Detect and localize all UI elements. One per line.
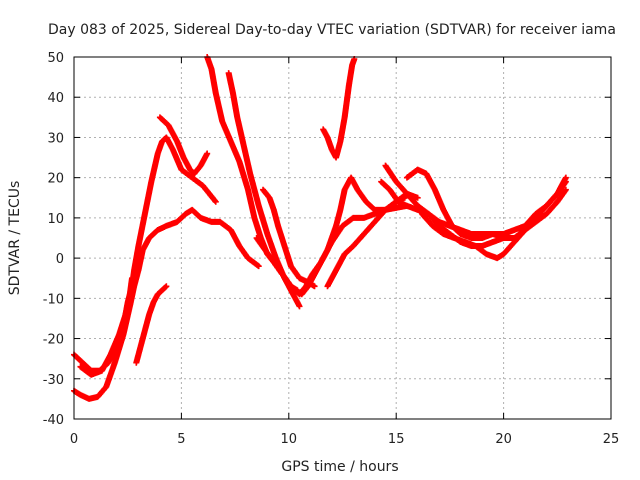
series-arc-i: [260, 186, 318, 290]
data-point: [401, 194, 408, 201]
y-tick-label: 10: [47, 212, 64, 227]
y-tick-label: 50: [47, 51, 64, 66]
y-tick-label: -30: [43, 373, 64, 388]
x-axis-label: GPS time / hours: [281, 459, 398, 475]
series-arc-d: [133, 283, 170, 366]
data-point: [562, 186, 569, 193]
data-point: [128, 275, 135, 282]
series-arc-k: [320, 56, 358, 161]
data-point: [163, 283, 170, 290]
data-point: [212, 198, 219, 205]
y-tick-label: -10: [43, 292, 64, 307]
axis-ticks: 0 5 10 15 20 25 -40 -30 -20 -10 0 10 20 30 40 50: [43, 51, 620, 447]
data-point: [204, 150, 211, 157]
y-axis-label: SDTVAR / TECUs: [7, 181, 23, 296]
y-tick-label: -40: [43, 413, 64, 428]
x-tick-label: 5: [177, 432, 185, 447]
data-point: [500, 235, 507, 241]
x-tick-label: 0: [70, 432, 78, 447]
chart-title: Day 083 of 2025, Sidereal Day-to-day VTE…: [48, 22, 616, 38]
data-point: [162, 284, 169, 291]
x-tick-label: 20: [495, 432, 512, 447]
y-tick-label: 30: [47, 131, 64, 146]
data-point: [296, 303, 303, 310]
y-tick-label: 40: [47, 91, 64, 106]
data-point: [311, 283, 318, 290]
plot-frame: [73, 56, 612, 420]
y-tick-label: -20: [43, 333, 64, 348]
data-point: [255, 263, 262, 270]
x-tick-label: 15: [388, 432, 405, 447]
data-point: [562, 174, 569, 181]
y-tick-label: 0: [56, 252, 64, 267]
x-tick-label: 10: [281, 432, 298, 447]
series-arc-c: [77, 275, 135, 378]
y-tick-label: 20: [47, 172, 64, 187]
series-arc-e: [156, 114, 211, 177]
x-tick-label: 25: [603, 432, 620, 447]
series-arc-p: [418, 174, 569, 262]
data-markers: [71, 54, 569, 402]
series-arc-o: [403, 166, 507, 241]
data-point: [414, 194, 421, 201]
